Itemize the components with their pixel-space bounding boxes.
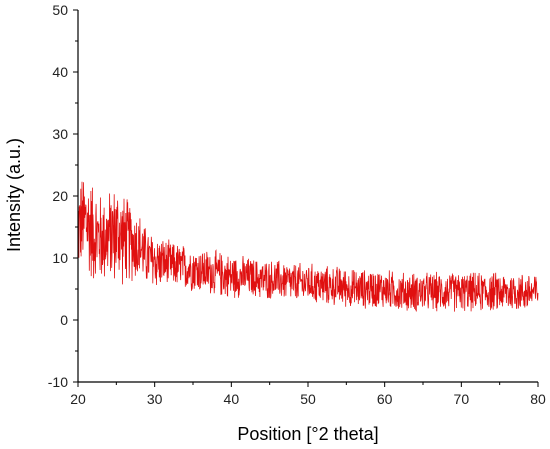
x-tick-label: 30 — [147, 391, 163, 407]
series-line — [77, 181, 539, 312]
series-layer — [77, 181, 539, 312]
y-tick-label: 0 — [60, 312, 68, 328]
y-tick-label: 40 — [52, 64, 68, 80]
x-tick-label: 70 — [454, 391, 470, 407]
y-axis-ticks: -10 0 10 20 30 40 50 — [48, 2, 78, 390]
x-axis-title: Position [°2 theta] — [237, 424, 378, 444]
x-axis-ticks: 20 30 40 50 60 70 80 — [70, 382, 546, 407]
y-axis-title: Intensity (a.u.) — [4, 138, 24, 252]
y-tick-label: 50 — [52, 2, 68, 18]
x-tick-label: 80 — [530, 391, 546, 407]
y-tick-label: -10 — [48, 374, 68, 390]
x-tick-label: 60 — [377, 391, 393, 407]
x-tick-label: 20 — [70, 391, 86, 407]
y-tick-label: 20 — [52, 188, 68, 204]
x-tick-label: 50 — [300, 391, 316, 407]
y-tick-label: 10 — [52, 250, 68, 266]
y-tick-label: 30 — [52, 126, 68, 142]
x-tick-label: 40 — [224, 391, 240, 407]
